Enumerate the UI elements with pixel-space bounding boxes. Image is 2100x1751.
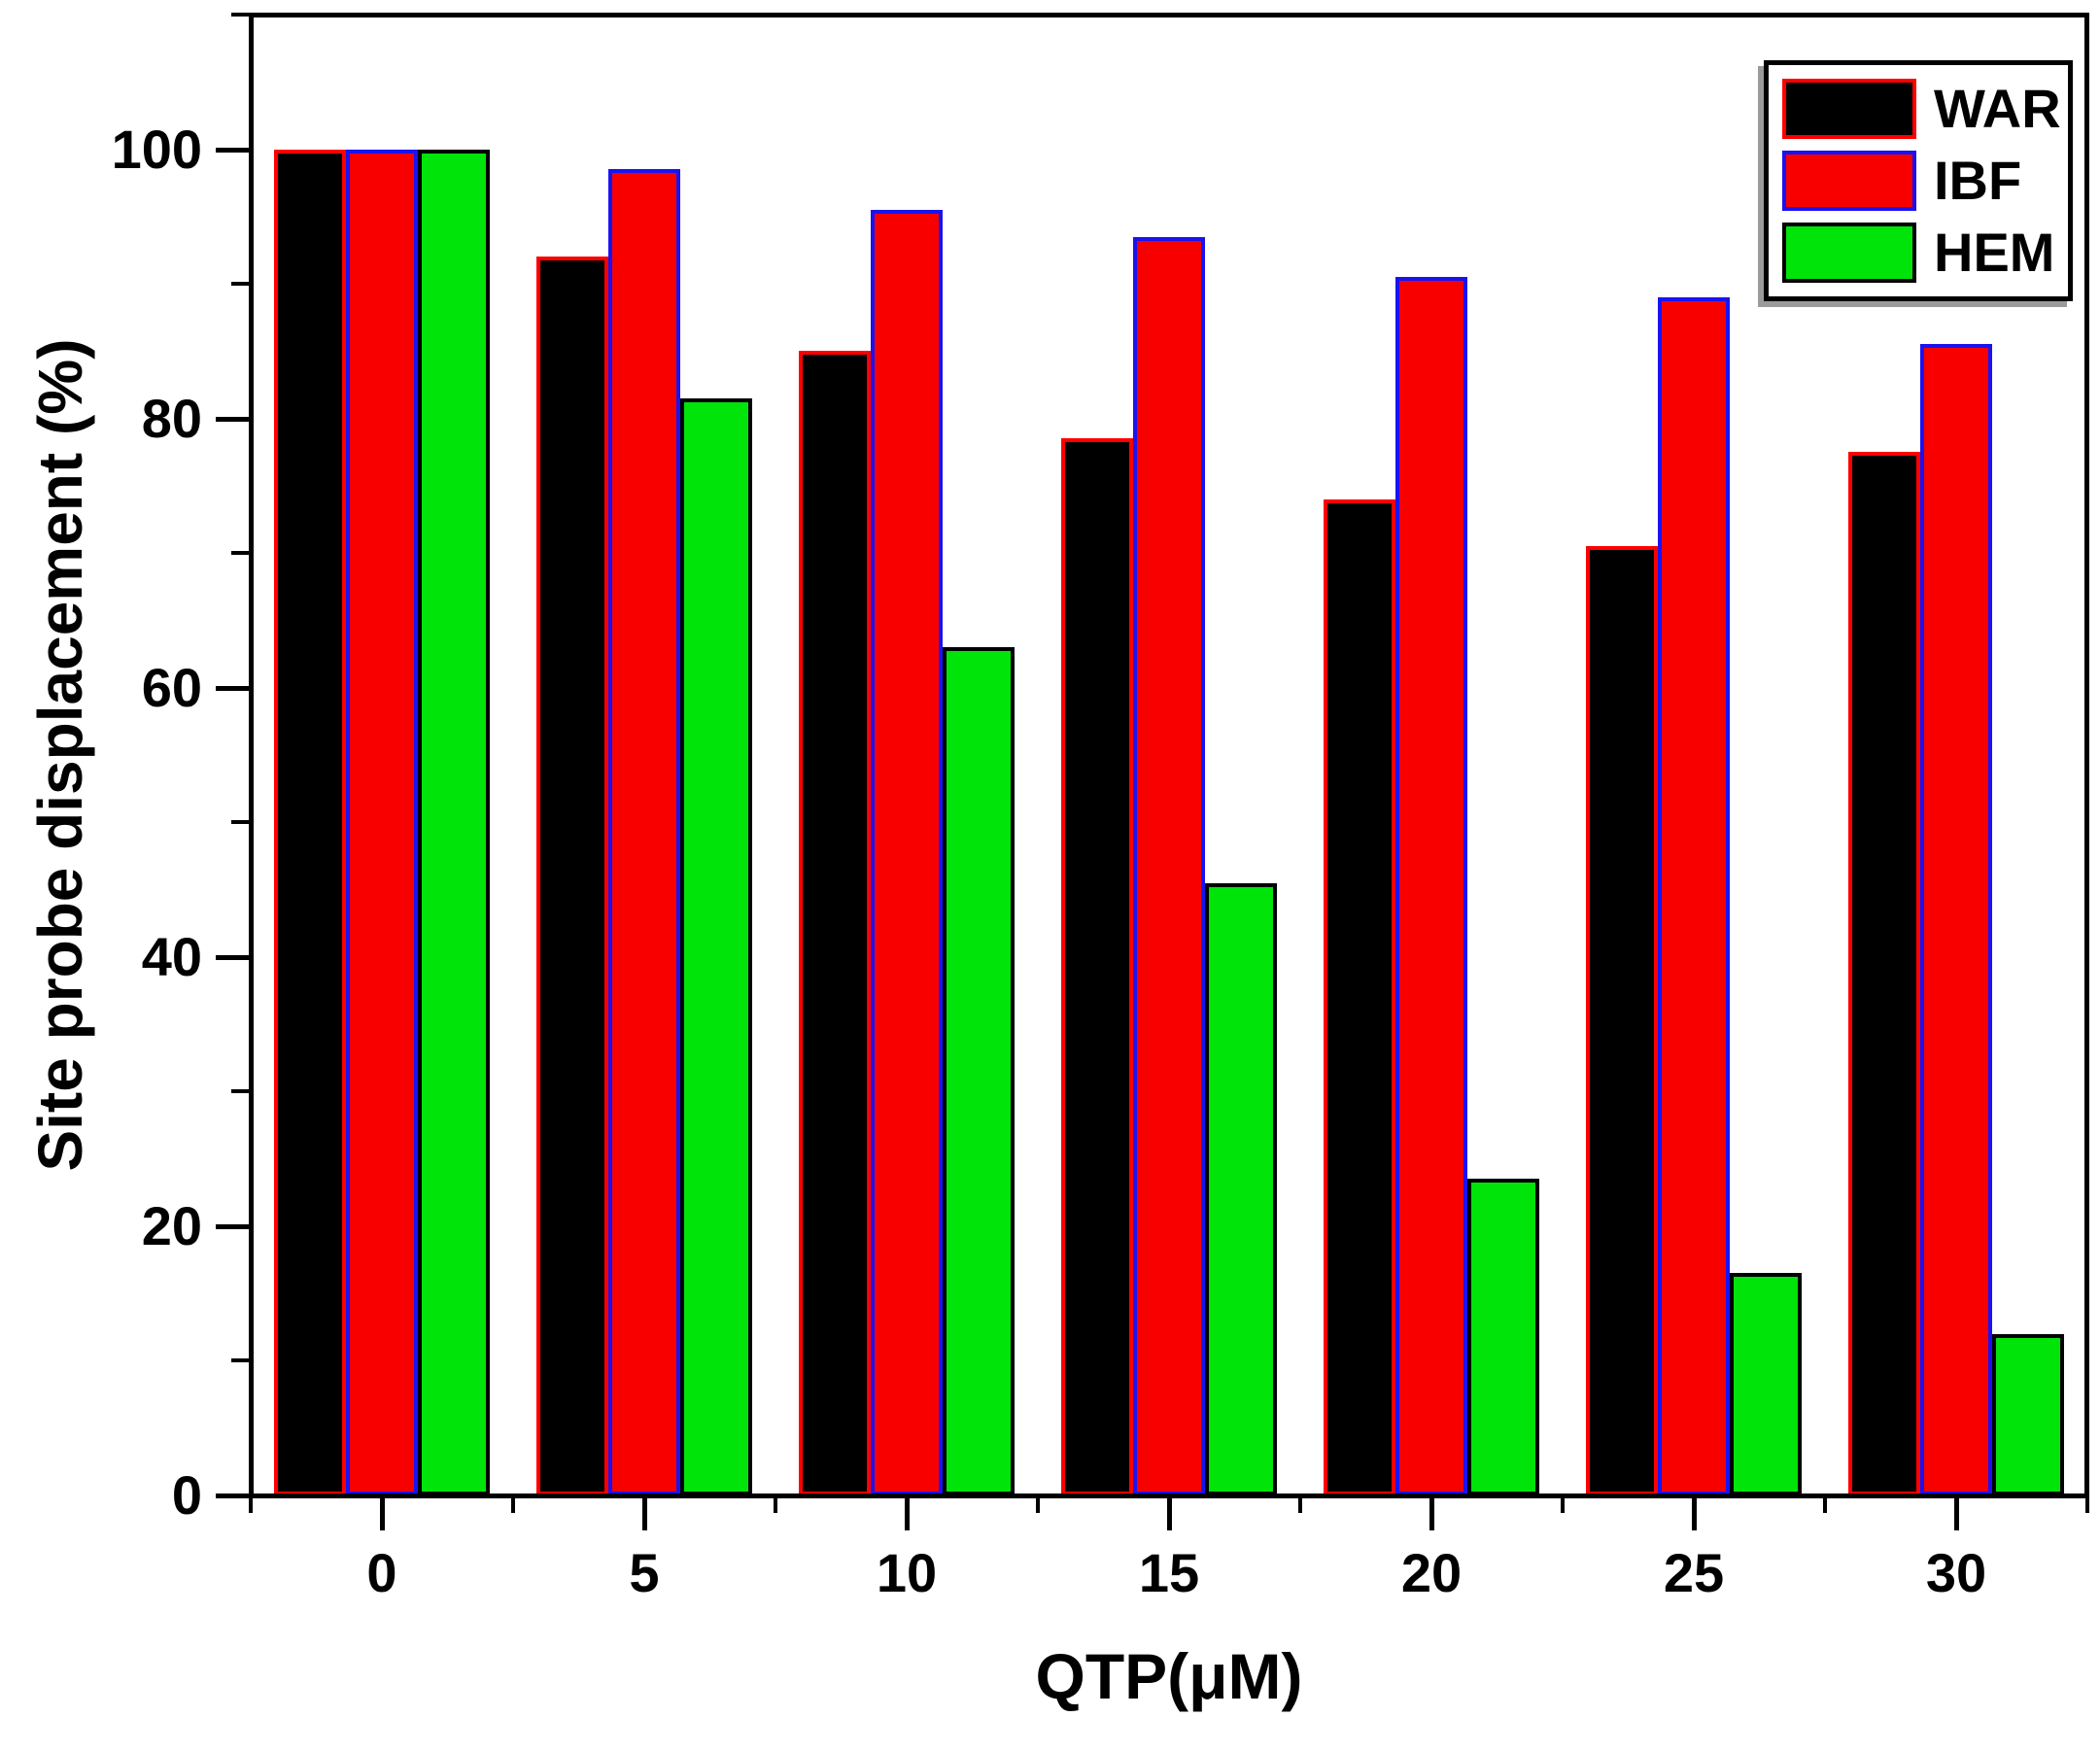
y-minor-tick-70 bbox=[231, 551, 251, 556]
x-major-tick-30 bbox=[1953, 1494, 1959, 1530]
legend-item-ibf: IBF bbox=[1782, 149, 2054, 213]
legend-swatch-ibf bbox=[1782, 151, 1916, 211]
legend-label-ibf: IBF bbox=[1934, 150, 2022, 211]
bar-hem-25 bbox=[1730, 1273, 1802, 1495]
bar-war-5 bbox=[536, 257, 608, 1495]
bar-war-0 bbox=[274, 149, 346, 1495]
bar-war-10 bbox=[799, 351, 871, 1495]
bar-hem-30 bbox=[1992, 1333, 2064, 1495]
x-minor-tick-7 bbox=[2085, 1494, 2089, 1513]
x-minor-tick-3 bbox=[1036, 1494, 1040, 1513]
bar-ibf-30 bbox=[1920, 344, 1992, 1495]
bar-ibf-20 bbox=[1395, 277, 1467, 1495]
bar-ibf-0 bbox=[346, 149, 418, 1495]
bar-hem-15 bbox=[1205, 882, 1277, 1495]
y-major-tick-100 bbox=[216, 147, 251, 153]
legend-label-hem: HEM bbox=[1934, 222, 2055, 283]
x-tick-label-20: 20 bbox=[1400, 1542, 1463, 1603]
legend-label-war: WAR bbox=[1934, 78, 2061, 139]
y-tick-label-100: 100 bbox=[111, 118, 202, 180]
x-minor-tick-5 bbox=[1561, 1494, 1565, 1513]
y-tick-label-0: 0 bbox=[171, 1464, 202, 1526]
x-tick-label-25: 25 bbox=[1663, 1542, 1725, 1603]
legend-swatch-hem bbox=[1782, 223, 1916, 283]
x-major-tick-0 bbox=[379, 1494, 385, 1530]
bar-ibf-10 bbox=[871, 209, 943, 1495]
x-major-tick-25 bbox=[1691, 1494, 1697, 1530]
y-major-tick-80 bbox=[216, 416, 251, 422]
bar-hem-0 bbox=[418, 149, 490, 1495]
y-minor-tick-90 bbox=[231, 282, 251, 287]
x-minor-tick-0 bbox=[249, 1494, 253, 1513]
bar-war-15 bbox=[1061, 438, 1133, 1495]
x-minor-tick-1 bbox=[511, 1494, 515, 1513]
y-major-tick-40 bbox=[216, 954, 251, 960]
y-minor-tick-50 bbox=[231, 820, 251, 825]
bar-ibf-25 bbox=[1658, 296, 1730, 1495]
x-major-tick-5 bbox=[641, 1494, 647, 1530]
legend: WAR IBF HEM bbox=[1764, 60, 2073, 301]
x-tick-label-30: 30 bbox=[1925, 1542, 1987, 1603]
x-minor-tick-4 bbox=[1298, 1494, 1302, 1513]
y-tick-label-80: 80 bbox=[141, 387, 202, 449]
y-major-tick-0 bbox=[216, 1494, 251, 1498]
bar-ibf-5 bbox=[608, 169, 680, 1495]
legend-swatch-war bbox=[1782, 79, 1916, 139]
y-tick-label-60: 60 bbox=[141, 656, 202, 718]
y-tick-label-40: 40 bbox=[141, 925, 202, 987]
y-minor-tick-10 bbox=[231, 1358, 251, 1363]
y-tick-label-20: 20 bbox=[141, 1194, 202, 1256]
legend-item-hem: HEM bbox=[1782, 221, 2054, 285]
x-tick-label-15: 15 bbox=[1138, 1542, 1200, 1603]
x-minor-tick-6 bbox=[1823, 1494, 1827, 1513]
bar-ibf-15 bbox=[1133, 236, 1205, 1495]
x-tick-label-5: 5 bbox=[629, 1542, 660, 1603]
x-tick-label-0: 0 bbox=[366, 1542, 397, 1603]
legend-item-war: WAR bbox=[1782, 77, 2061, 141]
y-major-tick-20 bbox=[216, 1223, 251, 1229]
bar-hem-5 bbox=[680, 397, 752, 1495]
x-axis-title: QTP(μM) bbox=[1035, 1640, 1303, 1712]
y-major-tick-60 bbox=[216, 685, 251, 691]
x-major-tick-15 bbox=[1166, 1494, 1172, 1530]
y-minor-tick-30 bbox=[231, 1089, 251, 1094]
bar-war-25 bbox=[1586, 546, 1658, 1495]
x-major-tick-10 bbox=[904, 1494, 910, 1530]
x-tick-label-10: 10 bbox=[876, 1542, 938, 1603]
bar-war-20 bbox=[1324, 498, 1395, 1495]
y-minor-tick-110 bbox=[231, 13, 251, 17]
y-axis-title: Site probe displacement (%) bbox=[25, 338, 95, 1172]
bar-war-30 bbox=[1848, 452, 1920, 1495]
x-major-tick-20 bbox=[1429, 1494, 1434, 1530]
bar-hem-10 bbox=[943, 647, 1015, 1495]
x-minor-tick-2 bbox=[774, 1494, 777, 1513]
bar-hem-20 bbox=[1467, 1179, 1539, 1495]
